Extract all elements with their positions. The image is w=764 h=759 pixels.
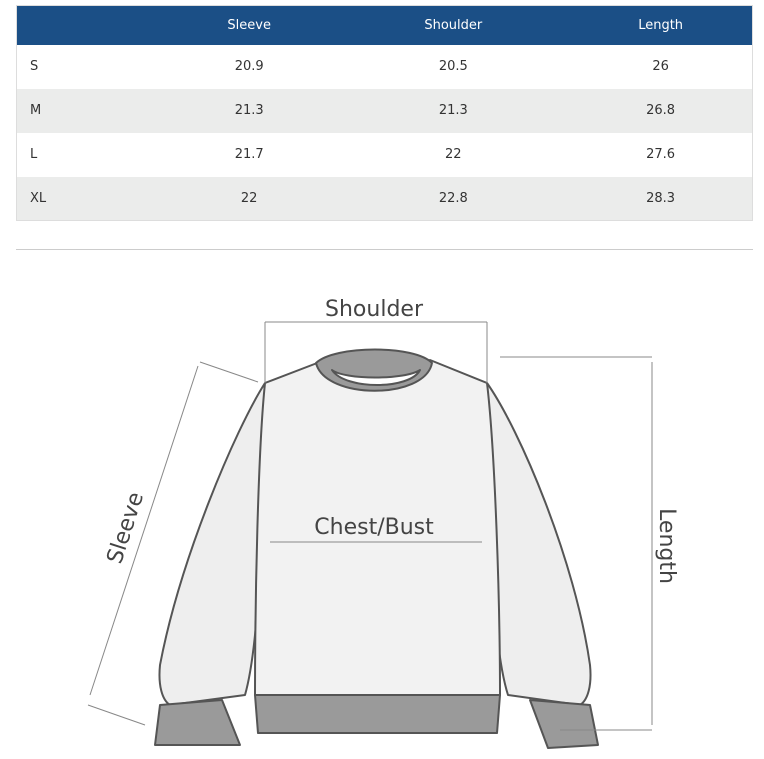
size-table: Sleeve Shoulder Length S 20.9 20.5 26 M 21.3…	[16, 5, 753, 221]
divider	[16, 249, 753, 250]
cell-sleeve: 21.3	[234, 103, 264, 118]
left-cuff	[154, 699, 241, 746]
cell-length: 27.6	[646, 147, 676, 162]
header-shoulder: Shoulder	[424, 17, 483, 33]
table-row: S 20.9 20.5 26	[17, 45, 753, 89]
cell-shoulder: 22.8	[438, 190, 468, 206]
right-sleeve	[486, 382, 592, 706]
sleeve-guide-top	[199, 361, 259, 383]
hem	[254, 694, 501, 734]
label-length: Length	[654, 508, 679, 584]
sleeve-measure-line	[89, 365, 199, 696]
table-header-row: Sleeve Shoulder Length	[16, 5, 753, 45]
header-length: Length	[638, 17, 684, 33]
cell-size: L	[30, 147, 38, 162]
cell-sleeve: 20.9	[234, 59, 264, 74]
neck-opening	[331, 369, 421, 386]
cell-sleeve: 22	[240, 190, 258, 206]
cell-size: S	[30, 59, 39, 74]
cell-size: M	[30, 103, 42, 118]
label-sleeve: Sleeve	[103, 489, 150, 567]
sleeve-guide-bottom	[87, 704, 146, 726]
left-sleeve	[158, 382, 266, 706]
label-shoulder: Shoulder	[325, 297, 424, 322]
cell-shoulder: 21.3	[438, 103, 468, 118]
table-row: L 21.7 22 27.6	[17, 133, 753, 177]
cell-sleeve: 21.7	[234, 147, 264, 162]
cell-length: 28.3	[646, 190, 676, 206]
header-sleeve: Sleeve	[227, 17, 271, 33]
table-row: M 21.3 21.3 26.8	[16, 88, 753, 133]
cell-shoulder: 20.5	[438, 59, 468, 74]
cell-length: 26	[652, 59, 669, 74]
cell-shoulder: 22	[445, 147, 462, 162]
cell-size: XL	[30, 190, 47, 206]
header-size	[17, 6, 162, 45]
label-chest: Chest/Bust	[314, 515, 434, 540]
cell-length: 26.8	[646, 103, 676, 118]
sweater-diagram: Shoulder Chest/Bust Sleeve Length	[87, 297, 679, 749]
table-row: XL 22 22.8 28.3	[16, 176, 753, 221]
right-cuff	[529, 699, 599, 749]
